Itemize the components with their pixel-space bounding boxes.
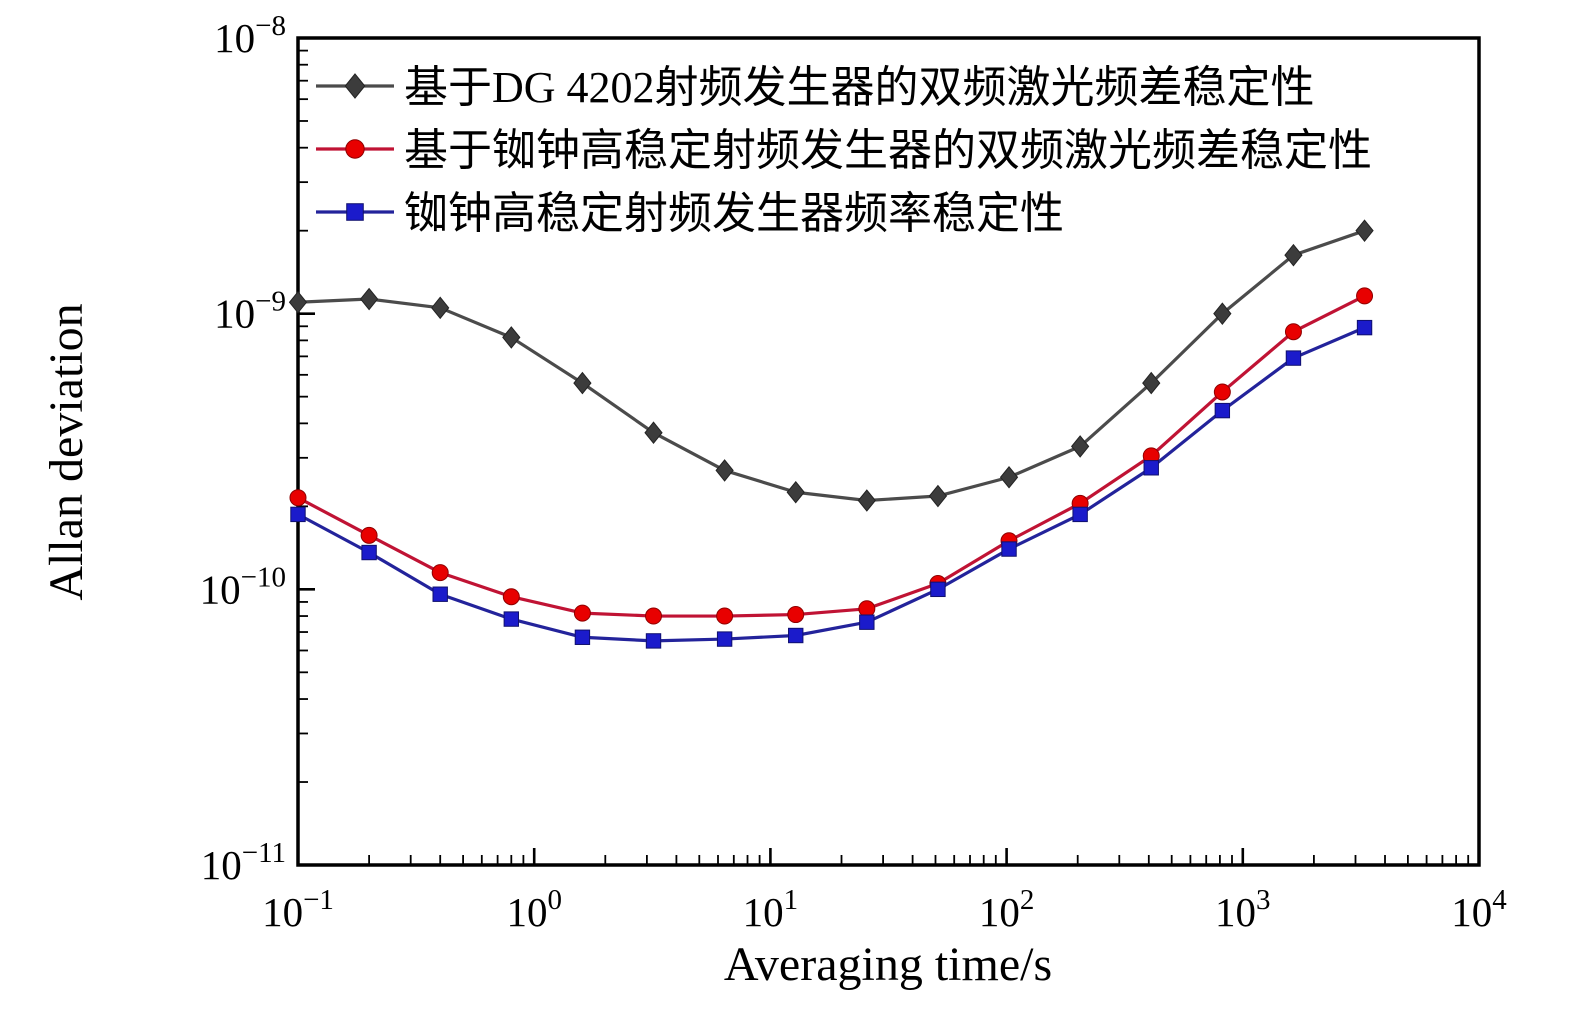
x-tick-label: 101 [743,884,799,935]
plot-border [296,36,1481,867]
square-marker [1143,460,1159,476]
diamond-marker [715,459,734,482]
series-2 [290,319,1373,649]
data-series [288,219,1374,649]
circle-marker [573,604,591,622]
y-tick-label: 10−9 [214,286,286,337]
diamond-marker [1070,435,1090,458]
square-marker [574,629,591,645]
circle-marker [645,607,663,625]
circle-marker [345,139,365,159]
x-tick-label: 10−1 [262,884,334,935]
square-marker [346,203,364,221]
square-marker [716,631,733,647]
square-marker [859,614,875,630]
circle-marker [858,600,876,618]
circle-marker [502,588,520,606]
square-marker [361,544,377,561]
circle-marker [1213,383,1231,401]
diamond-marker [288,290,308,314]
diamond-marker [644,421,663,444]
square-marker [503,611,520,627]
series-1 [289,287,1374,625]
diamond-marker [1142,371,1161,395]
diamond-marker [1213,302,1232,325]
square-marker [1285,350,1302,366]
legend: 基于DG 4202射频发生器的双频激光频差稳定性基于铷钟高稳定射频发生器的双频激… [316,63,1372,238]
circle-marker [1284,323,1302,341]
square-marker [432,586,448,602]
circle-marker [289,489,307,507]
square-marker [788,627,804,644]
circle-marker [787,606,805,624]
legend-item-1: 基于铷钟高稳定射频发生器的双频激光频差稳定性 [316,126,1372,175]
diamond-marker [344,73,366,99]
diamond-marker [928,484,948,508]
diamond-marker [431,296,450,320]
x-tick-label: 100 [506,884,562,935]
y-tick-label: 10−11 [201,837,286,888]
diamond-marker [1355,219,1374,242]
y-axis-label: Allan deviation [40,303,93,600]
square-marker [290,506,306,523]
square-marker [1356,319,1373,336]
circle-marker [1356,287,1374,305]
series-line-0 [297,229,1366,503]
diamond-marker [359,287,379,311]
y-tick-label: 10−8 [214,10,286,61]
diamond-marker [1284,243,1303,267]
x-axis-label: Averaging time/s [724,938,1052,991]
diamond-marker [857,489,876,512]
legend-label-2: 铷钟高稳定射频发生器频率稳定性 [404,189,1064,238]
y-tick-label: 10−10 [200,561,286,612]
circle-marker [716,607,734,625]
series-line-1 [297,294,1366,618]
series-line-2 [297,326,1366,643]
series-0 [288,219,1374,512]
circle-marker [360,526,378,544]
legend-label-1: 基于铷钟高稳定射频发生器的双频激光频差稳定性 [404,126,1372,175]
square-marker [1001,541,1017,557]
diamond-marker [999,465,1019,489]
diamond-marker [786,480,805,504]
square-marker [1072,506,1088,523]
diamond-marker [502,326,521,349]
diamond-marker [573,371,592,395]
x-tick-label: 103 [1215,884,1271,935]
legend-label-0: 基于DG 4202射频发生器的双频激光频差稳定性 [404,63,1315,112]
square-marker [1214,402,1231,419]
legend-item-2: 铷钟高稳定射频发生器频率稳定性 [316,189,1064,238]
square-marker [645,633,662,649]
square-marker [930,581,946,598]
legend-item-0: 基于DG 4202射频发生器的双频激光频差稳定性 [316,63,1315,112]
axes: 10−1 100 101 102 103 104 10−8 10−9 10−10 10−11 [200,10,1508,935]
x-tick-label: 102 [979,884,1035,935]
circle-marker [431,564,449,582]
x-tick-label: 104 [1451,884,1507,935]
